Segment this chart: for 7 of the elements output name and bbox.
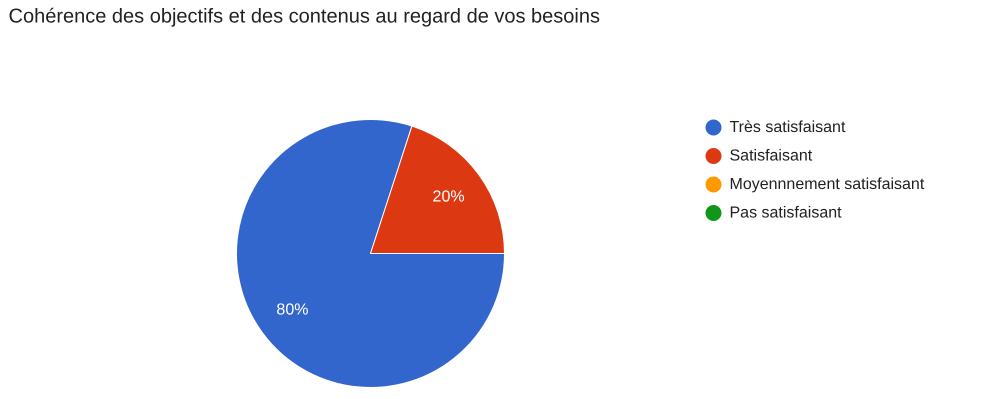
legend-label: Satisfaisant [730,148,813,164]
legend-label: Pas satisfaisant [730,204,842,222]
data-label: 20% [432,188,465,206]
legend-label: Moyennnement satisfaisant [730,176,925,193]
data-label: 80% [276,302,308,319]
chart-title: Cohérence des objectifs et des contenus au regard de vos besoins [8,6,600,28]
legend-label: Très satisfaisant [730,119,846,136]
